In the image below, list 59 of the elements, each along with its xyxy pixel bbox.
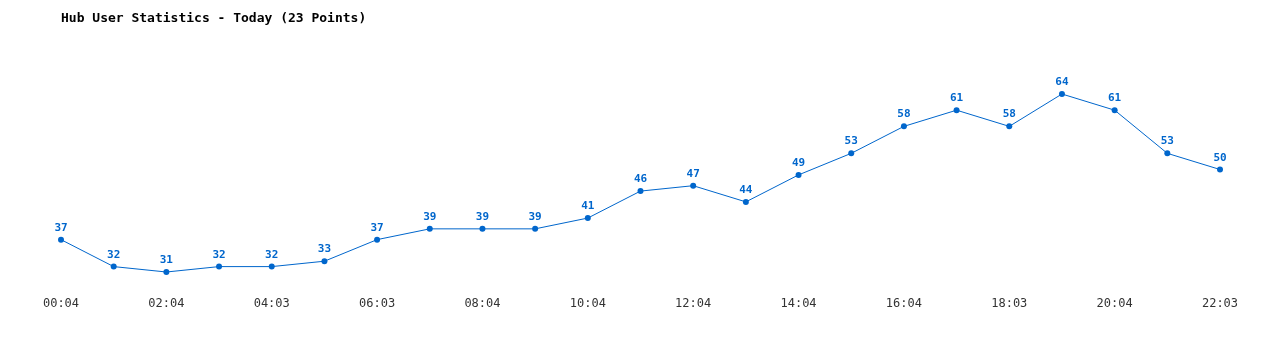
point	[110, 263, 117, 270]
x-tick-label: 14:04	[780, 296, 817, 310]
point	[1111, 107, 1118, 114]
data-label: 37	[370, 220, 384, 234]
data-label: 58	[897, 107, 911, 121]
point	[848, 150, 855, 157]
x-tick-label: 08:04	[464, 296, 501, 310]
point	[268, 263, 275, 270]
data-label: 53	[1160, 134, 1174, 148]
data-label: 47	[686, 166, 700, 180]
x-tick-label: 06:03	[359, 296, 396, 310]
point	[742, 198, 749, 205]
data-label: 41	[581, 199, 595, 213]
x-tick-label: 22:03	[1201, 296, 1239, 310]
data-label: 39	[475, 209, 490, 223]
data-label: 32	[212, 247, 226, 261]
x-tick-label: 16:04	[885, 296, 922, 310]
point	[216, 263, 223, 270]
data-label: 61	[949, 91, 964, 105]
point	[1006, 123, 1013, 130]
point	[690, 182, 697, 189]
data-label: 49	[791, 155, 806, 169]
point	[426, 225, 433, 232]
point	[1164, 150, 1171, 157]
data-label: 58	[1002, 107, 1016, 121]
point	[374, 236, 381, 243]
x-tick-label: 18:03	[991, 296, 1028, 310]
x-tick-label: 10:04	[569, 296, 606, 310]
point	[637, 188, 644, 195]
data-label: 61	[1108, 91, 1122, 105]
point	[584, 215, 591, 222]
data-label: 53	[844, 134, 858, 148]
x-tick-label: 00:04	[42, 296, 80, 310]
data-label: 46	[633, 172, 648, 186]
data-label: 44	[739, 182, 753, 196]
point	[1058, 91, 1065, 97]
x-tick-label: 12:04	[675, 296, 712, 310]
data-label: 32	[107, 247, 121, 261]
data-label: 37	[54, 220, 68, 234]
x-tick-label: 20:04	[1096, 296, 1133, 310]
x-tick-label: 04:03	[253, 296, 290, 310]
data-label: 32	[265, 247, 279, 261]
point	[321, 258, 328, 265]
x-tick-label: 02:04	[148, 296, 185, 310]
data-label: 64	[1055, 75, 1069, 88]
data-label: 50	[1213, 150, 1227, 164]
chart-title: Hub User Statistics - Today (23 Points)	[61, 10, 367, 25]
point	[1217, 166, 1223, 173]
point	[532, 225, 539, 232]
data-label: 31	[159, 253, 174, 266]
point	[479, 225, 486, 232]
data-label: 39	[423, 209, 437, 223]
data-label: 39	[528, 209, 542, 223]
point	[900, 123, 907, 130]
point	[953, 107, 960, 114]
data-label: 33	[317, 242, 332, 256]
point	[795, 171, 802, 178]
point	[163, 269, 170, 275]
point	[58, 236, 64, 243]
